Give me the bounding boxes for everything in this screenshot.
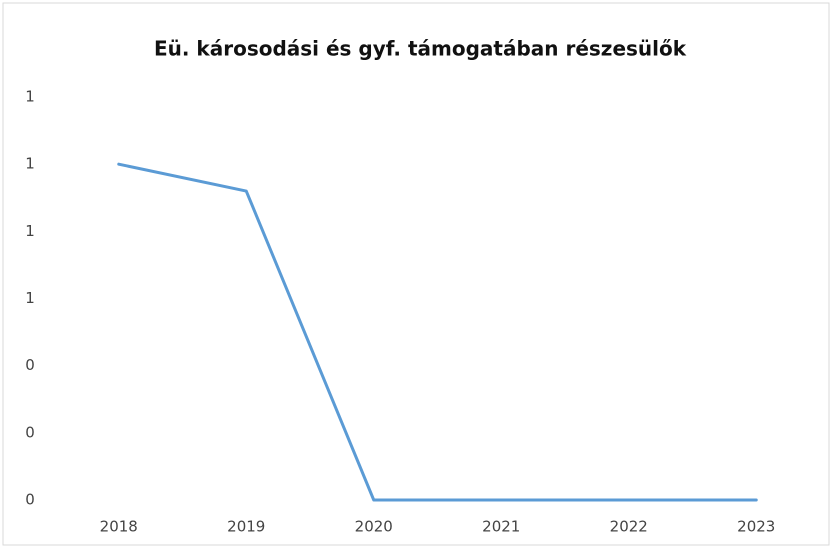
y-tick-label: 1 [25,289,35,307]
x-tick-label: 2018 [100,518,138,536]
y-tick-label: 0 [25,491,35,509]
x-tick-label: 2022 [610,518,648,536]
x-tick-label: 2023 [737,518,775,536]
y-tick-label: 1 [25,155,35,173]
y-tick-label: 0 [25,356,35,374]
data-line [117,162,758,502]
chart-title: Eü. károsodási és gyf. támogatában része… [154,37,687,61]
y-tick-label: 1 [25,88,35,106]
x-tick-label: 2020 [355,518,393,536]
y-tick-label: 0 [25,423,35,441]
x-tick-label: 2019 [227,518,265,536]
x-tick-label: 2021 [482,518,520,536]
y-tick-label: 1 [25,222,35,240]
